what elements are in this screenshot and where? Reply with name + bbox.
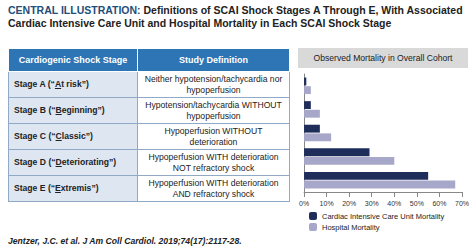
svg-text:50%: 50% [410,200,424,207]
svg-text:Cardiac Intensive Care Unit Mo: Cardiac Intensive Care Unit Mortality [322,212,444,221]
svg-text:10%: 10% [320,200,334,207]
html-text:Jentzer, J.C. et al. J Am Coll: Jentzer, J.C. et al. J Am Coll Cardiol. … [8,236,242,246]
html-text:Observed Mortality in Overall: Observed Mortality in Overall Cohort [313,53,453,63]
html-text:Stage A (“ A t risk”): Stage A (“ A t risk”) [14,79,89,90]
html-text:Cardiogenic Shock Stage: Cardiogenic Shock Stage [18,55,128,65]
svg-text:0%: 0% [299,200,309,207]
html-text:Hypoperfusion WITHOUT deterior: Hypoperfusion WITHOUT deterioration [164,126,263,147]
html-text:CENTRAL ILLUSTRATION: Definiti: CENTRAL ILLUSTRATION: Definitions of SCA… [8,4,463,29]
html-text:Stage E (“ E xtremis”): Stage E (“ E xtremis”) [14,183,99,194]
svg-text:Hospital Mortality: Hospital Mortality [322,223,380,232]
svg-text:70%: 70% [455,200,469,207]
html-text:Stage B (“ B eginning”): Stage B (“ B eginning”) [14,105,105,116]
html-text:Neither hypotension/tachycardi: Neither hypotension/tachycardia nor hypo… [144,74,283,95]
svg-text:30%: 30% [365,200,379,207]
html-text:Study Definition: Study Definition [179,55,248,65]
svg-text:60%: 60% [432,200,446,207]
svg-text:20%: 20% [342,200,356,207]
html-text:Hypoperfusion WITH deteriorati: Hypoperfusion WITH deterioration AND ref… [148,178,279,199]
html-text:Stage C (“ C lassic”): Stage C (“ C lassic”) [14,131,93,142]
html-text:Hypoperfusion WITH deteriorati: Hypoperfusion WITH deterioration NOT ref… [148,152,279,173]
html-text:Hypotension/tachycardia WITHOU: Hypotension/tachycardia WITHOUT hypoperf… [145,100,282,121]
svg-text:40%: 40% [387,200,401,207]
html-text:Stage D (“ D eteriorating”): Stage D (“ D eteriorating”) [14,157,117,168]
